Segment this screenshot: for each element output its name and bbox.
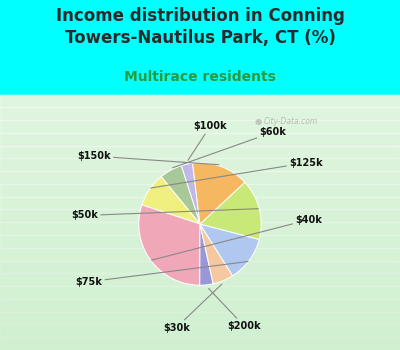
Bar <box>0 107 400 120</box>
Bar <box>0 324 400 337</box>
Bar <box>0 286 400 299</box>
Bar <box>0 273 400 286</box>
Bar <box>0 133 400 146</box>
Wedge shape <box>200 182 261 239</box>
Wedge shape <box>139 205 200 285</box>
Text: $40k: $40k <box>152 215 322 260</box>
Text: Multirace residents: Multirace residents <box>124 70 276 84</box>
Wedge shape <box>161 166 200 224</box>
Wedge shape <box>200 224 259 276</box>
Bar <box>0 337 400 350</box>
Bar <box>0 209 400 222</box>
Wedge shape <box>142 177 200 224</box>
Bar <box>0 184 400 197</box>
Bar <box>0 312 400 324</box>
Text: $200k: $200k <box>208 288 261 331</box>
Bar <box>0 248 400 260</box>
Wedge shape <box>200 224 213 285</box>
Bar <box>0 235 400 248</box>
Bar <box>0 299 400 312</box>
Text: $125k: $125k <box>151 158 323 188</box>
Bar <box>0 146 400 158</box>
Text: ●: ● <box>254 117 262 126</box>
Text: $30k: $30k <box>163 284 222 333</box>
Bar <box>0 159 400 171</box>
Text: Income distribution in Conning
Towers-Nautilus Park, CT (%): Income distribution in Conning Towers-Na… <box>56 7 344 47</box>
Text: $60k: $60k <box>172 127 286 168</box>
Wedge shape <box>200 224 233 284</box>
Wedge shape <box>181 163 200 224</box>
Text: City-Data.com: City-Data.com <box>264 117 318 126</box>
Bar <box>0 222 400 235</box>
Wedge shape <box>192 163 245 224</box>
Bar <box>0 197 400 209</box>
Bar <box>0 171 400 184</box>
Text: $75k: $75k <box>75 261 248 287</box>
Text: $100k: $100k <box>188 121 227 160</box>
Text: $50k: $50k <box>71 209 258 220</box>
Bar <box>0 260 400 273</box>
Text: $150k: $150k <box>77 151 219 165</box>
Bar <box>0 120 400 133</box>
Bar <box>0 94 400 107</box>
Bar <box>0 94 400 350</box>
